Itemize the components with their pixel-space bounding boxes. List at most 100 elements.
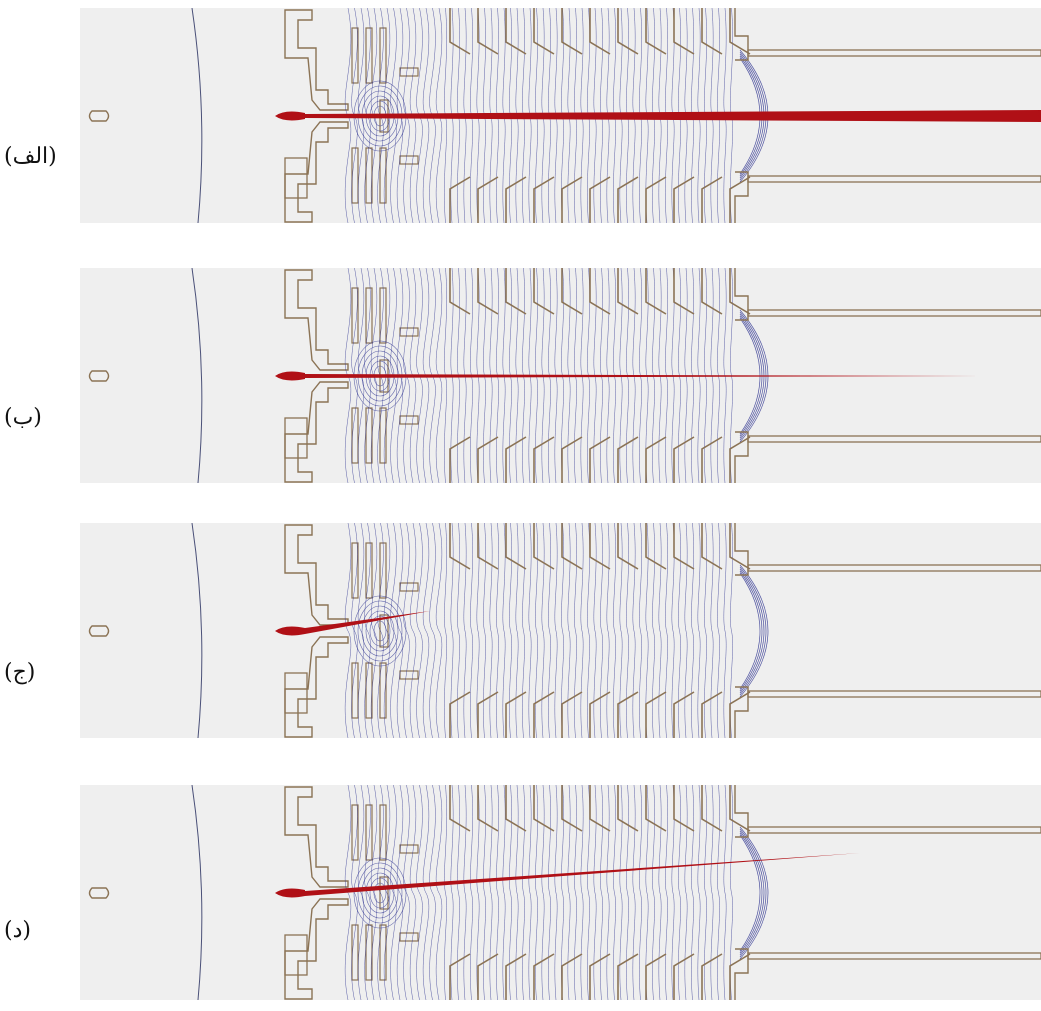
exit-field-line: [739, 828, 767, 958]
electrode-cap-top: [284, 786, 349, 888]
outer-equipotential: [191, 268, 203, 483]
field-line: [626, 523, 629, 738]
electrode-block: [284, 934, 308, 976]
focus-electrode-bottom: [351, 147, 359, 204]
electrode-cap-bottom: [284, 381, 349, 483]
simulation-panel-a: [80, 8, 1041, 223]
accelerator-plate-bottom: [617, 691, 639, 738]
exit-field-line: [739, 572, 761, 690]
exit-field-line: [739, 830, 765, 956]
field-plot-b: [80, 268, 1041, 483]
focus-electrode-bottom: [379, 924, 387, 981]
field-line: [541, 785, 545, 1000]
focus-electrode-bottom: [379, 407, 387, 464]
field-line: [704, 523, 707, 738]
accelerator-plate-bottom: [533, 436, 555, 483]
accelerator-plate-bottom: [589, 953, 611, 1000]
drift-tube-top: [747, 309, 1041, 317]
field-plot-c: [80, 523, 1041, 738]
field-plot-a: [80, 8, 1041, 223]
accelerator-plate-top: [589, 523, 611, 570]
field-line: [639, 785, 642, 1000]
accelerator-plate-bottom: [505, 691, 527, 738]
field-line: [665, 785, 668, 1000]
focus-electrode-top: [365, 27, 373, 84]
field-line: [470, 785, 473, 1000]
accelerator-plate-top: [477, 8, 499, 55]
accelerator-plate-bottom: [561, 436, 583, 483]
source-element: [88, 370, 110, 382]
field-line: [351, 523, 358, 738]
simulation-panel-b: [80, 268, 1041, 483]
field-line: [522, 785, 525, 1000]
accelerator-plate-top: [505, 268, 527, 315]
field-line: [626, 785, 629, 1000]
accelerator-plate-top: [617, 785, 639, 832]
field-line: [496, 785, 499, 1000]
field-line: [483, 523, 486, 738]
accelerator-plate-top: [645, 268, 667, 315]
field-line: [470, 523, 473, 738]
field-line: [422, 785, 430, 1000]
exit-flange-top: [734, 8, 749, 61]
focus-electrode-top: [351, 804, 359, 861]
electrode-block: [284, 417, 308, 459]
accelerator-plate-top: [589, 8, 611, 55]
field-line: [567, 785, 571, 1000]
accelerator-plate-top: [449, 8, 471, 55]
field-line: [409, 523, 417, 738]
lens-field-loop: [361, 605, 399, 657]
accelerator-plate-top: [645, 785, 667, 832]
accelerator-plate-bottom: [477, 436, 499, 483]
field-line: [691, 523, 694, 738]
field-line: [704, 785, 707, 1000]
field-line: [561, 785, 564, 1000]
accelerator-plate-top: [561, 523, 583, 570]
accelerator-plate-top: [617, 523, 639, 570]
particle-beam: [275, 371, 980, 381]
accelerator-plate-top: [449, 523, 471, 570]
drift-tube-bottom: [747, 952, 1041, 960]
beam-trajectory: [305, 853, 860, 896]
panel-label-a: (الف): [4, 144, 57, 169]
accelerator-plate-bottom: [449, 176, 471, 223]
accelerator-plate-top: [505, 785, 527, 832]
field-line: [476, 785, 480, 1000]
exit-field-line: [739, 832, 763, 954]
field-line: [645, 523, 649, 738]
focus-electrode-top: [351, 542, 359, 599]
accelerator-plate-bottom: [449, 953, 471, 1000]
field-line: [567, 523, 571, 738]
field-line: [593, 523, 597, 738]
field-line: [416, 785, 423, 1000]
field-line: [383, 523, 391, 738]
field-line: [632, 785, 636, 1000]
simulation-panel-d: [80, 785, 1041, 1000]
accelerator-plate-top: [477, 523, 499, 570]
accelerator-plate-bottom: [505, 176, 527, 223]
source-element: [88, 625, 110, 637]
field-line: [606, 785, 610, 1000]
electrode-block: [284, 157, 308, 199]
field-line: [364, 785, 371, 1000]
field-line: [450, 523, 454, 738]
accelerator-plate-top: [645, 8, 667, 55]
accelerator-plate-bottom: [673, 176, 695, 223]
field-line: [509, 523, 512, 738]
exit-flange-bottom: [734, 686, 749, 738]
accelerator-plate-top: [561, 785, 583, 832]
focus-electrode-bottom: [351, 924, 359, 981]
electrode-cap-top: [284, 524, 349, 626]
field-line: [483, 785, 486, 1000]
accelerator-plate-bottom: [561, 176, 583, 223]
field-line: [639, 523, 642, 738]
lens-plate-bottom: [399, 670, 419, 680]
lens-field-loop: [353, 595, 407, 667]
field-plot-d: [80, 785, 1041, 1000]
lens-field-loop: [365, 872, 395, 914]
field-line: [403, 785, 410, 1000]
field-line: [476, 523, 480, 738]
panel-background: [80, 785, 1041, 1000]
accelerator-plate-top: [729, 268, 751, 315]
source-element: [88, 110, 110, 122]
